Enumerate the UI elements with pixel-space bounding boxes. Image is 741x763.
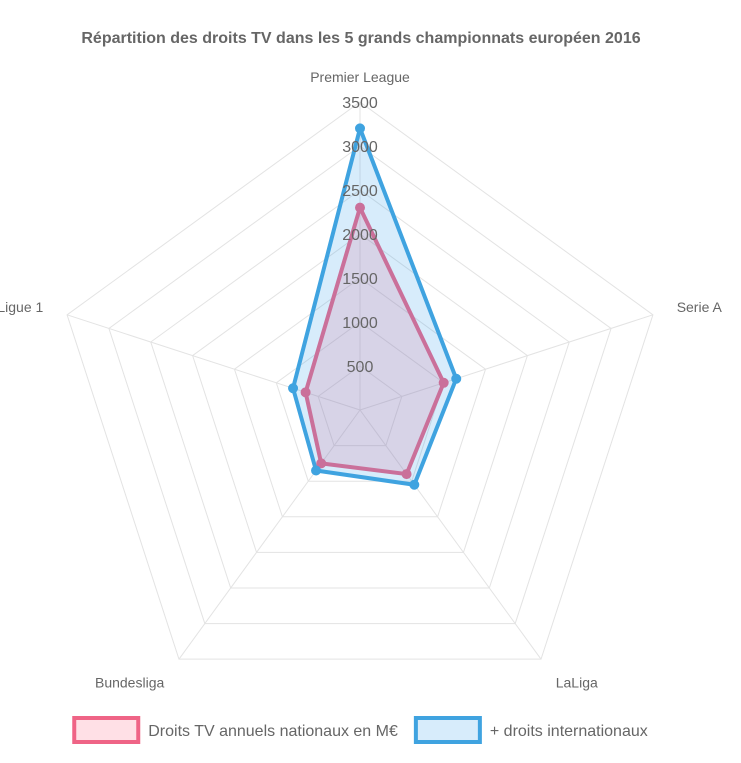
radar-series [288, 123, 462, 490]
chart-title: Répartition des droits TV dans les 5 gra… [81, 30, 640, 47]
legend-item-2[interactable]: + droits internationaux [413, 716, 648, 744]
axis-label: Premier League [310, 69, 410, 85]
tick-label: 1500 [342, 271, 378, 288]
grid-ring [108, 145, 612, 625]
legend-label: Droits TV annuels nationaux en M€ [148, 723, 398, 740]
axis-label: LaLiga [556, 674, 598, 690]
tick-label: 2000 [342, 227, 378, 244]
spoke-line [359, 409, 542, 660]
grid-ring [192, 233, 528, 553]
spoke-line [66, 314, 361, 411]
legend-item-1[interactable]: Droits TV annuels nationaux en M€ [72, 716, 398, 744]
tick-label: 3500 [342, 95, 378, 112]
radar-tick-labels: 500 1000 1500 2000 2500 3000 3500 [342, 95, 378, 376]
data-point-1[interactable] [438, 377, 449, 388]
spoke-line [178, 409, 361, 660]
axis-label: Ligue 1 [0, 299, 44, 315]
radar-axis-labels: Premier League Serie A LaLiga Bundesliga Lig… [0, 69, 723, 690]
series-area-1 [303, 205, 446, 477]
grid-ring [66, 101, 654, 660]
grid-ring [233, 277, 487, 518]
grid-ring [317, 365, 403, 447]
tick-label: 1000 [342, 315, 378, 332]
data-point-1[interactable] [401, 469, 412, 480]
grid-ring [150, 189, 570, 589]
grid-ring [275, 321, 445, 482]
radar-grid [66, 101, 654, 660]
data-point-1[interactable] [355, 202, 365, 213]
spoke-line [359, 314, 654, 411]
data-point-2[interactable] [288, 383, 299, 394]
axis-label: Bundesliga [95, 674, 164, 690]
axis-label: Serie A [677, 299, 723, 315]
data-point-1[interactable] [316, 458, 327, 469]
legend-label: + droits internationaux [490, 723, 648, 740]
data-point-2[interactable] [311, 465, 322, 476]
data-point-2[interactable] [355, 123, 365, 134]
series-area-2 [291, 126, 459, 487]
data-point-2[interactable] [409, 479, 420, 490]
legend-swatch [72, 716, 141, 744]
tick-label: 500 [347, 359, 374, 376]
data-point-2[interactable] [451, 373, 462, 384]
legend-swatch [413, 716, 482, 744]
data-point-1[interactable] [300, 387, 311, 398]
chart-legend: Droits TV annuels nationaux en M€ + droit… [72, 716, 648, 744]
tick-label: 2500 [342, 183, 378, 200]
tick-label: 3000 [342, 139, 378, 156]
